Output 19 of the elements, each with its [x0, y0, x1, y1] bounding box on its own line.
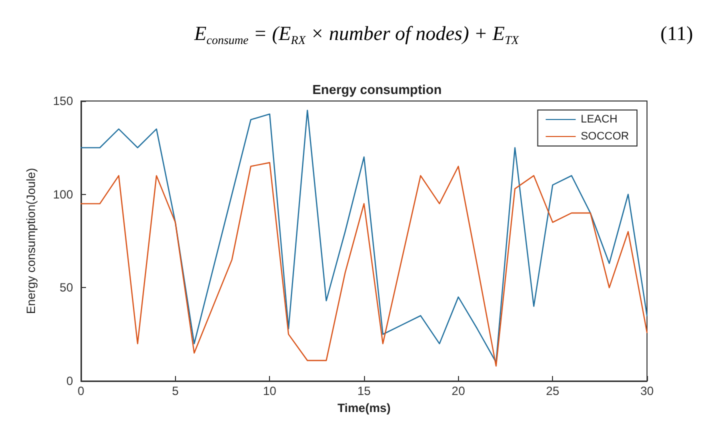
y-axis-title: Energy consumption(Joule): [24, 168, 38, 314]
chart-title: Energy consumption: [312, 82, 442, 97]
x-tick-label: 25: [546, 384, 560, 398]
x-tick-label: 15: [357, 384, 371, 398]
line-series: [80, 110, 648, 363]
legend-label: LEACH: [580, 114, 618, 126]
x-tick-label: 20: [452, 384, 466, 398]
x-tick-label: 5: [172, 384, 179, 398]
x-tick-label: 0: [78, 384, 85, 398]
x-axis-title: Time(ms): [337, 400, 391, 415]
line-series: [80, 162, 648, 367]
y-tick-label: 0: [66, 374, 74, 388]
y-tick-label: 150: [52, 94, 74, 108]
text: (11): [660, 23, 693, 45]
x-tick-label: 10: [262, 384, 277, 398]
y-tick-label: 100: [52, 187, 74, 202]
y-tick-label: 50: [60, 280, 74, 295]
x-tick-label: 30: [640, 384, 654, 398]
legend-label: SOCCOR: [580, 130, 630, 142]
